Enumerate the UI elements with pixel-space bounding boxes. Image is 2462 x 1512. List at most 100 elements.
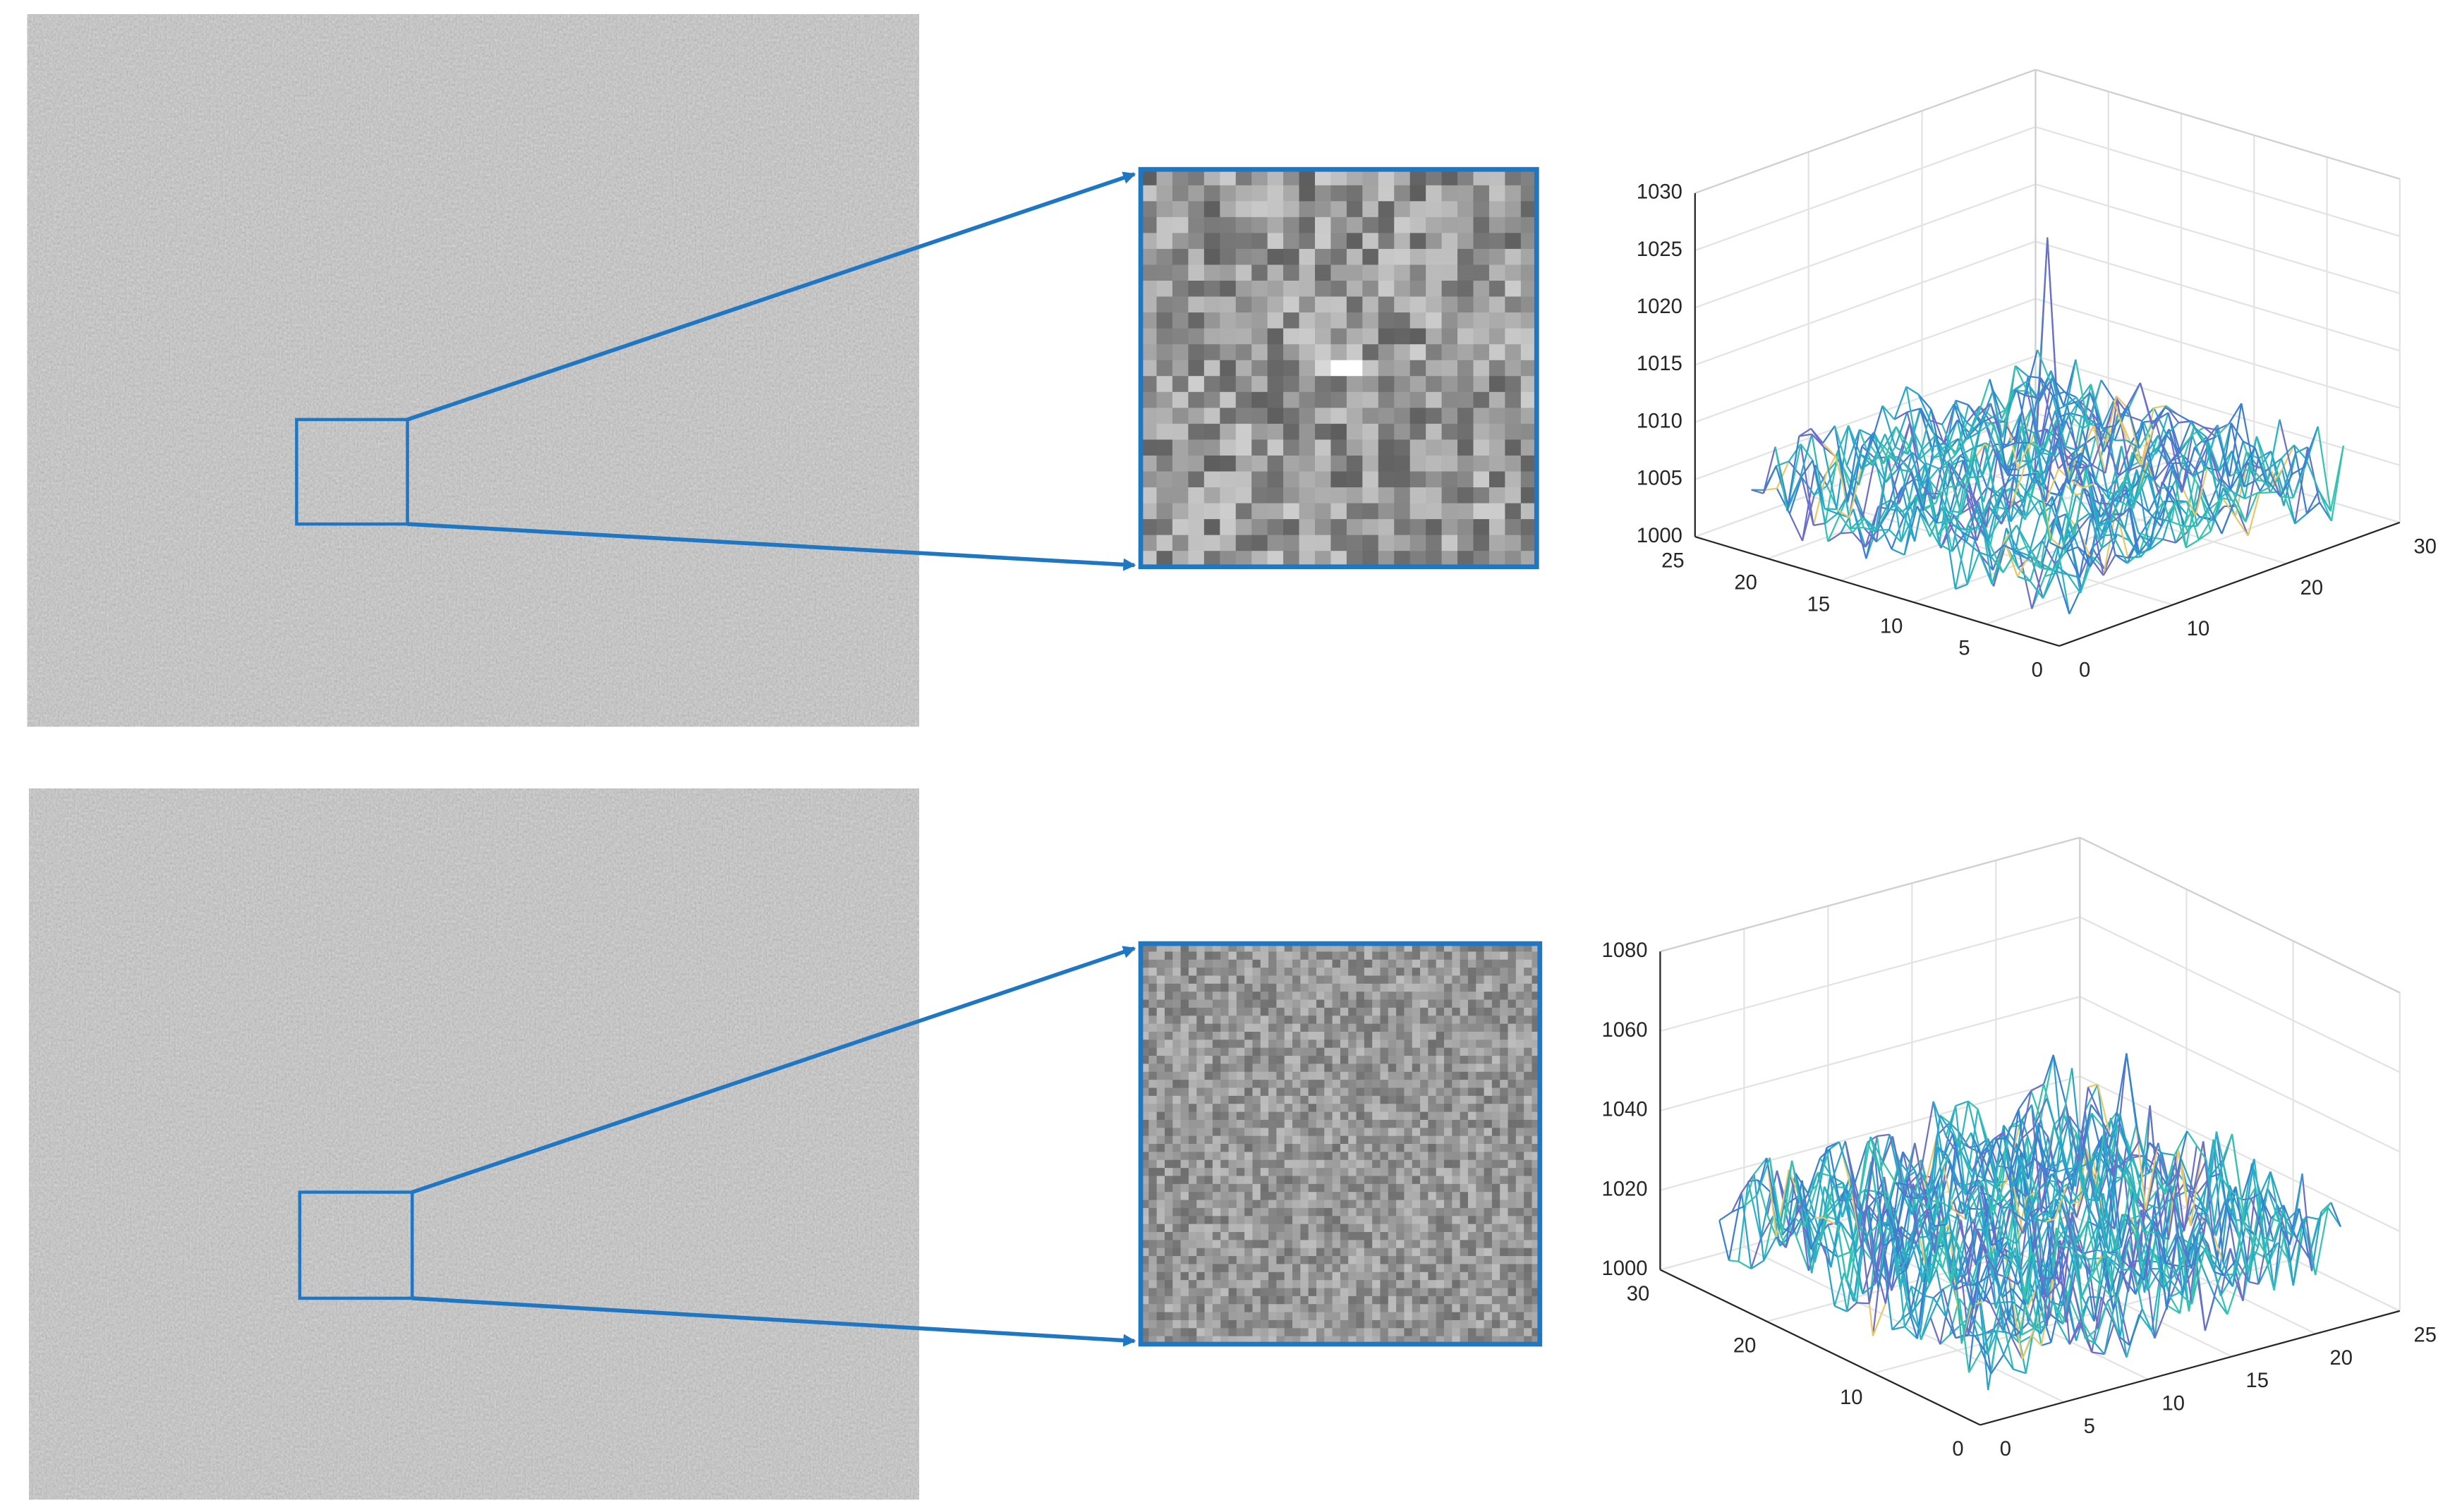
y-tick-label: 10 xyxy=(1840,1386,1862,1409)
pixel xyxy=(1420,975,1429,984)
pixel xyxy=(1283,376,1300,393)
grid-line xyxy=(2035,240,2401,352)
pixel xyxy=(1441,503,1458,520)
pixel xyxy=(1460,1176,1469,1185)
mesh-line xyxy=(1872,1303,1886,1336)
pixel xyxy=(1308,1216,1317,1225)
mesh-line xyxy=(1987,1302,2001,1355)
pixel xyxy=(1441,519,1458,536)
pixel xyxy=(1228,1087,1237,1097)
pixel xyxy=(1372,1080,1381,1089)
pixel xyxy=(1444,1192,1453,1201)
mesh-line xyxy=(2216,429,2231,477)
pixel xyxy=(1396,1328,1405,1337)
mesh-line xyxy=(2222,487,2236,518)
pixel xyxy=(1340,1128,1350,1137)
pixel xyxy=(1284,1295,1293,1305)
pixel xyxy=(1220,201,1237,218)
pixel xyxy=(1444,1016,1453,1025)
pixel xyxy=(1396,1159,1405,1169)
pixel xyxy=(1372,1063,1381,1073)
pixel xyxy=(1524,1192,1533,1201)
pixel xyxy=(1444,1071,1453,1081)
pixel xyxy=(1235,169,1253,186)
pixel xyxy=(1460,1256,1469,1265)
pixel xyxy=(1380,1111,1389,1121)
pixel xyxy=(1252,1231,1261,1241)
pixel xyxy=(1412,1087,1421,1097)
pixel xyxy=(1488,439,1506,456)
pixel xyxy=(1524,1168,1533,1177)
pixel xyxy=(1196,1119,1206,1129)
pixel xyxy=(1180,1111,1189,1121)
mesh-line xyxy=(2130,415,2142,422)
mesh-line xyxy=(2013,475,2028,493)
mesh-line xyxy=(1948,485,1963,521)
pixel xyxy=(1404,1040,1413,1049)
mesh-line xyxy=(1939,493,1953,552)
pixel xyxy=(1452,1119,1461,1129)
pixel xyxy=(1188,439,1205,456)
pixel xyxy=(1372,1152,1381,1161)
pixel xyxy=(1346,439,1364,456)
pixel xyxy=(1378,360,1395,377)
pixel xyxy=(1441,201,1458,218)
pixel xyxy=(1364,1104,1373,1113)
pixel xyxy=(1457,296,1474,313)
pixel xyxy=(1441,487,1458,504)
pixel xyxy=(1300,999,1309,1008)
pixel xyxy=(1188,1016,1198,1025)
pixel xyxy=(1220,280,1237,298)
pixel xyxy=(1220,328,1237,346)
pixel xyxy=(1356,1319,1365,1329)
mesh-line xyxy=(2032,472,2046,503)
pixel xyxy=(1292,1023,1302,1032)
pixel xyxy=(1409,376,1427,393)
mesh-line xyxy=(1740,1192,1752,1269)
pixel xyxy=(1396,1272,1405,1281)
pixel xyxy=(1467,1192,1477,1201)
pixel xyxy=(1156,1295,1165,1305)
mesh-line xyxy=(1984,1330,1998,1335)
pixel xyxy=(1228,1111,1237,1121)
pixel xyxy=(1188,1168,1198,1177)
pixel xyxy=(1348,1176,1357,1185)
pixel xyxy=(1284,992,1293,1001)
pixel xyxy=(1308,1231,1317,1241)
grid-line xyxy=(2035,126,2401,237)
pixel xyxy=(1156,280,1173,298)
pixel xyxy=(1460,1071,1469,1081)
pixel xyxy=(1236,1144,1246,1153)
pixel xyxy=(1428,999,1437,1008)
pixel xyxy=(1324,1040,1333,1049)
pixel xyxy=(1220,1248,1230,1257)
pixel xyxy=(1188,959,1198,969)
pixel xyxy=(1396,992,1405,1001)
pixel xyxy=(1380,1240,1389,1249)
pixel xyxy=(1172,535,1189,552)
pixel xyxy=(1260,1128,1269,1137)
pixel xyxy=(1484,1216,1493,1225)
pixel xyxy=(1172,201,1189,218)
pixel xyxy=(1428,992,1437,1001)
mesh-line xyxy=(1839,1221,1851,1252)
mesh-line xyxy=(2292,466,2306,499)
pixel xyxy=(1500,1135,1509,1145)
pixel xyxy=(1412,1304,1421,1313)
pixel xyxy=(1212,1159,1222,1169)
pixel xyxy=(1260,1200,1269,1209)
z-tick-label: 1060 xyxy=(1602,1019,1648,1042)
pixel xyxy=(1473,408,1490,425)
pixel xyxy=(1330,391,1347,409)
pixel xyxy=(1505,471,1522,488)
mesh-line xyxy=(2100,379,2115,401)
pixel xyxy=(1484,1312,1493,1321)
pixel xyxy=(1188,376,1205,393)
pixel xyxy=(1180,1119,1189,1129)
pixel xyxy=(1252,1295,1261,1305)
pixel xyxy=(1388,1183,1397,1193)
pixel xyxy=(1484,968,1493,977)
mesh-line xyxy=(1791,1180,1803,1234)
mesh-line xyxy=(1941,424,1956,456)
mesh-line xyxy=(1930,408,1945,444)
